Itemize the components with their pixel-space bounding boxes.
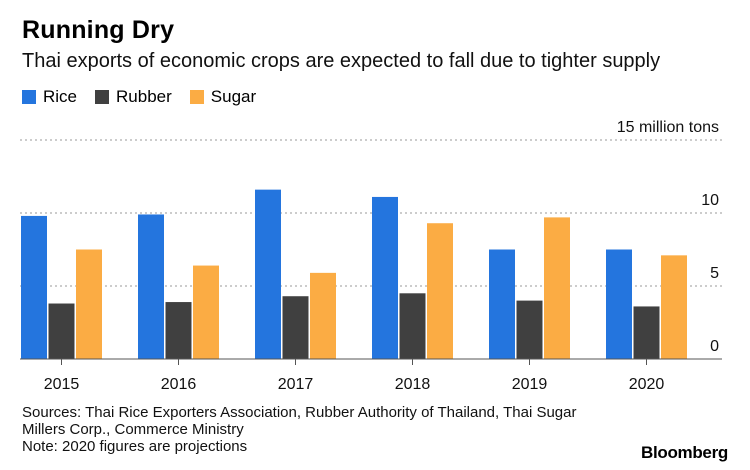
bar-rubber-2017 xyxy=(282,296,309,359)
bar-rubber-2018 xyxy=(399,293,426,359)
bar-rubber-2019 xyxy=(516,300,543,359)
bar-sugar-2016 xyxy=(193,265,219,359)
bar-rice-2017 xyxy=(255,189,281,359)
legend-swatch-sugar xyxy=(189,90,204,104)
bar-rubber-2015 xyxy=(48,303,75,359)
projection-note: Note: 2020 figures are projections xyxy=(22,438,248,455)
sources-line-1: Sources: Thai Rice Exporters Association… xyxy=(22,404,577,421)
chart-subtitle: Thai exports of economic crops are expec… xyxy=(22,50,661,72)
chart-title: Running Dry xyxy=(22,16,175,44)
x-tick-label-2015: 2015 xyxy=(44,376,80,393)
y-tick-label-5: 5 xyxy=(710,265,719,282)
bar-rubber-2020 xyxy=(633,306,660,359)
legend-label-sugar: Sugar xyxy=(210,87,257,106)
bar-rice-2019 xyxy=(489,249,515,359)
bar-sugar-2015 xyxy=(76,249,102,359)
y-tick-label-10: 10 xyxy=(701,192,719,209)
legend-label-rubber: Rubber xyxy=(116,87,172,106)
legend-item-rubber: Rubber xyxy=(95,87,172,107)
x-tick-label-2018: 2018 xyxy=(395,376,431,393)
legend-item-sugar: Sugar xyxy=(189,87,257,107)
bar-sugar-2020 xyxy=(661,255,687,359)
sources-note: Sources: Thai Rice Exporters Association… xyxy=(22,404,662,455)
y-tick-label-15: 15 million tons xyxy=(617,119,719,136)
legend-item-rice: Rice xyxy=(22,87,77,107)
bar-sugar-2019 xyxy=(544,217,570,359)
legend-swatch-rubber xyxy=(95,90,110,104)
legend: Rice Rubber Sugar xyxy=(22,87,274,107)
x-tick-label-2019: 2019 xyxy=(512,376,548,393)
legend-swatch-rice xyxy=(22,90,36,104)
bar-rice-2020 xyxy=(606,249,632,359)
bar-rice-2016 xyxy=(138,214,164,359)
sources-line-2: Millers Corp., Commerce Ministry xyxy=(22,421,244,438)
bloomberg-logo: Bloomberg xyxy=(640,443,728,462)
bar-rubber-2016 xyxy=(165,302,192,359)
y-tick-label-0: 0 xyxy=(710,338,719,355)
legend-label-rice: Rice xyxy=(43,87,78,106)
bar-rice-2018 xyxy=(372,196,398,359)
bar-sugar-2018 xyxy=(427,223,453,359)
bar-sugar-2017 xyxy=(310,272,336,359)
x-tick-label-2017: 2017 xyxy=(278,376,314,393)
x-tick-label-2016: 2016 xyxy=(161,376,197,393)
bar-rice-2015 xyxy=(21,215,47,359)
x-tick-label-2020: 2020 xyxy=(629,376,665,393)
bar-chart: 0 5 10 15 million tons 2015 2016 2017 2018 2019 2… xyxy=(20,119,722,393)
